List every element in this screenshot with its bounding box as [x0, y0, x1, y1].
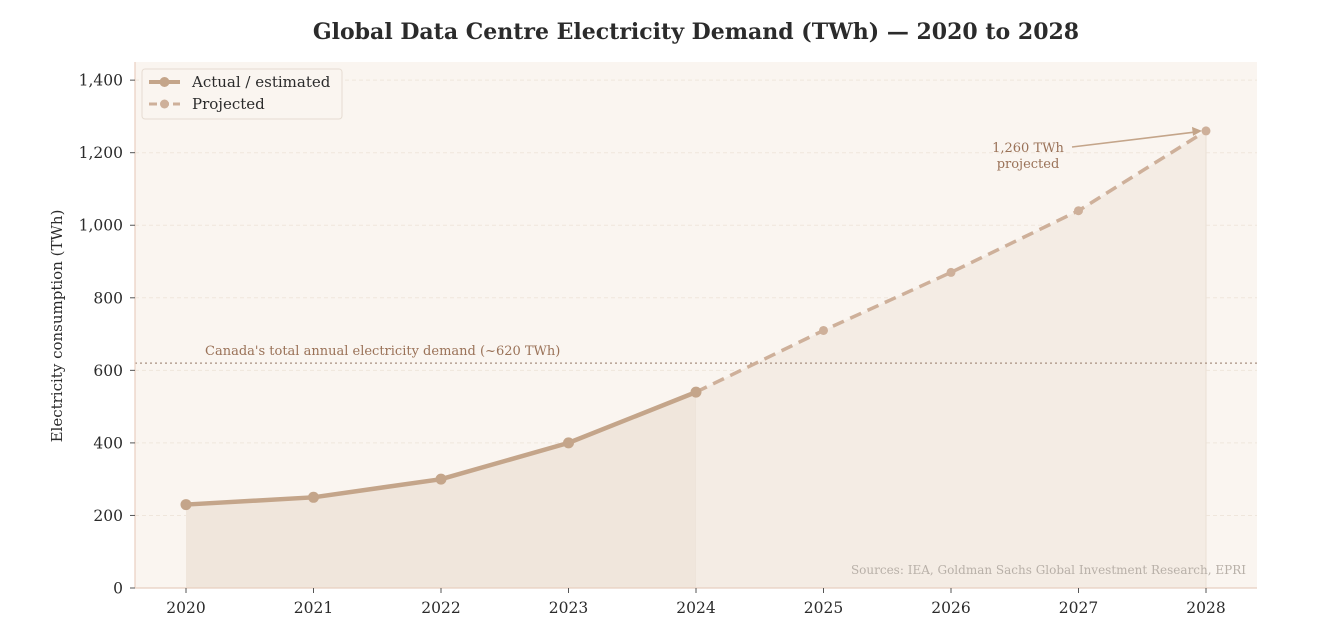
- legend-marker-actual: [159, 77, 170, 87]
- y-tick-label-0: 0: [113, 580, 123, 598]
- reference-line-label: Canada's total annual electricity demand…: [205, 344, 560, 359]
- legend-box: [141, 68, 343, 120]
- area-fill-1: [696, 130, 1206, 588]
- y-tick-label-4: 800: [93, 289, 123, 307]
- data-point-1-1: [819, 325, 828, 335]
- x-tick-label-7: 2027: [1059, 599, 1098, 617]
- data-point-0-0: [180, 499, 192, 511]
- reference-line-group: Canada's total annual electricity demand…: [135, 344, 1257, 364]
- y-ticks: 0 200 400 600 800 1,000 1,200 1,400: [79, 72, 135, 598]
- legend-marker-projected: [160, 99, 169, 109]
- source-note: Sources: IEA, Goldman Sachs Global Inves…: [851, 563, 1246, 577]
- area-fills: [186, 130, 1207, 588]
- annotation-line1: 1,260 TWh: [992, 141, 1064, 156]
- x-tick-label-5: 2025: [804, 599, 843, 617]
- y-axis-label: Electricity consumption (TWh): [48, 210, 66, 443]
- x-tick-label-1: 2021: [294, 599, 333, 617]
- data-point-0-2: [435, 473, 447, 485]
- y-tick-label-7: 1,400: [79, 72, 123, 90]
- annotation-arrow-head: [1192, 126, 1202, 136]
- y-tick-label-3: 600: [93, 362, 123, 380]
- area-fill-0: [186, 392, 696, 588]
- x-ticks: 2020 2021 2022 2023 2024 2025 2026 2027 2028: [166, 588, 1226, 617]
- chart-title: Global Data Centre Electricity Demand (T…: [313, 19, 1079, 45]
- y-tick-label-5: 1,000: [79, 217, 123, 235]
- x-tick-label-6: 2026: [931, 599, 970, 617]
- data-point-0-3: [563, 437, 574, 449]
- x-tick-label-8: 2028: [1186, 599, 1225, 617]
- legend: Actual / estimated Projected: [141, 68, 343, 120]
- annotation-arrow-line: [1071, 130, 1199, 148]
- data-point-1-4: [1201, 126, 1211, 136]
- data-point-1-3: [1074, 206, 1083, 216]
- x-tick-label-4: 2024: [676, 599, 716, 617]
- data-point-0-4: [690, 386, 702, 398]
- x-tick-label-3: 2023: [549, 599, 588, 617]
- peak-annotation: 1,260 TWh projected: [992, 126, 1202, 172]
- annotation-line2: projected: [997, 157, 1060, 172]
- data-point-1-2: [946, 267, 956, 277]
- x-tick-label-0: 2020: [166, 599, 205, 617]
- legend-label-projected: Projected: [192, 95, 265, 113]
- data-point-0-1: [308, 491, 319, 503]
- y-tick-label-2: 400: [93, 434, 123, 452]
- x-tick-label-2: 2022: [421, 599, 460, 617]
- y-tick-label-6: 1,200: [79, 144, 123, 162]
- legend-label-actual: Actual / estimated: [191, 73, 331, 91]
- y-tick-label-1: 200: [93, 507, 123, 525]
- series-points: [180, 126, 1211, 511]
